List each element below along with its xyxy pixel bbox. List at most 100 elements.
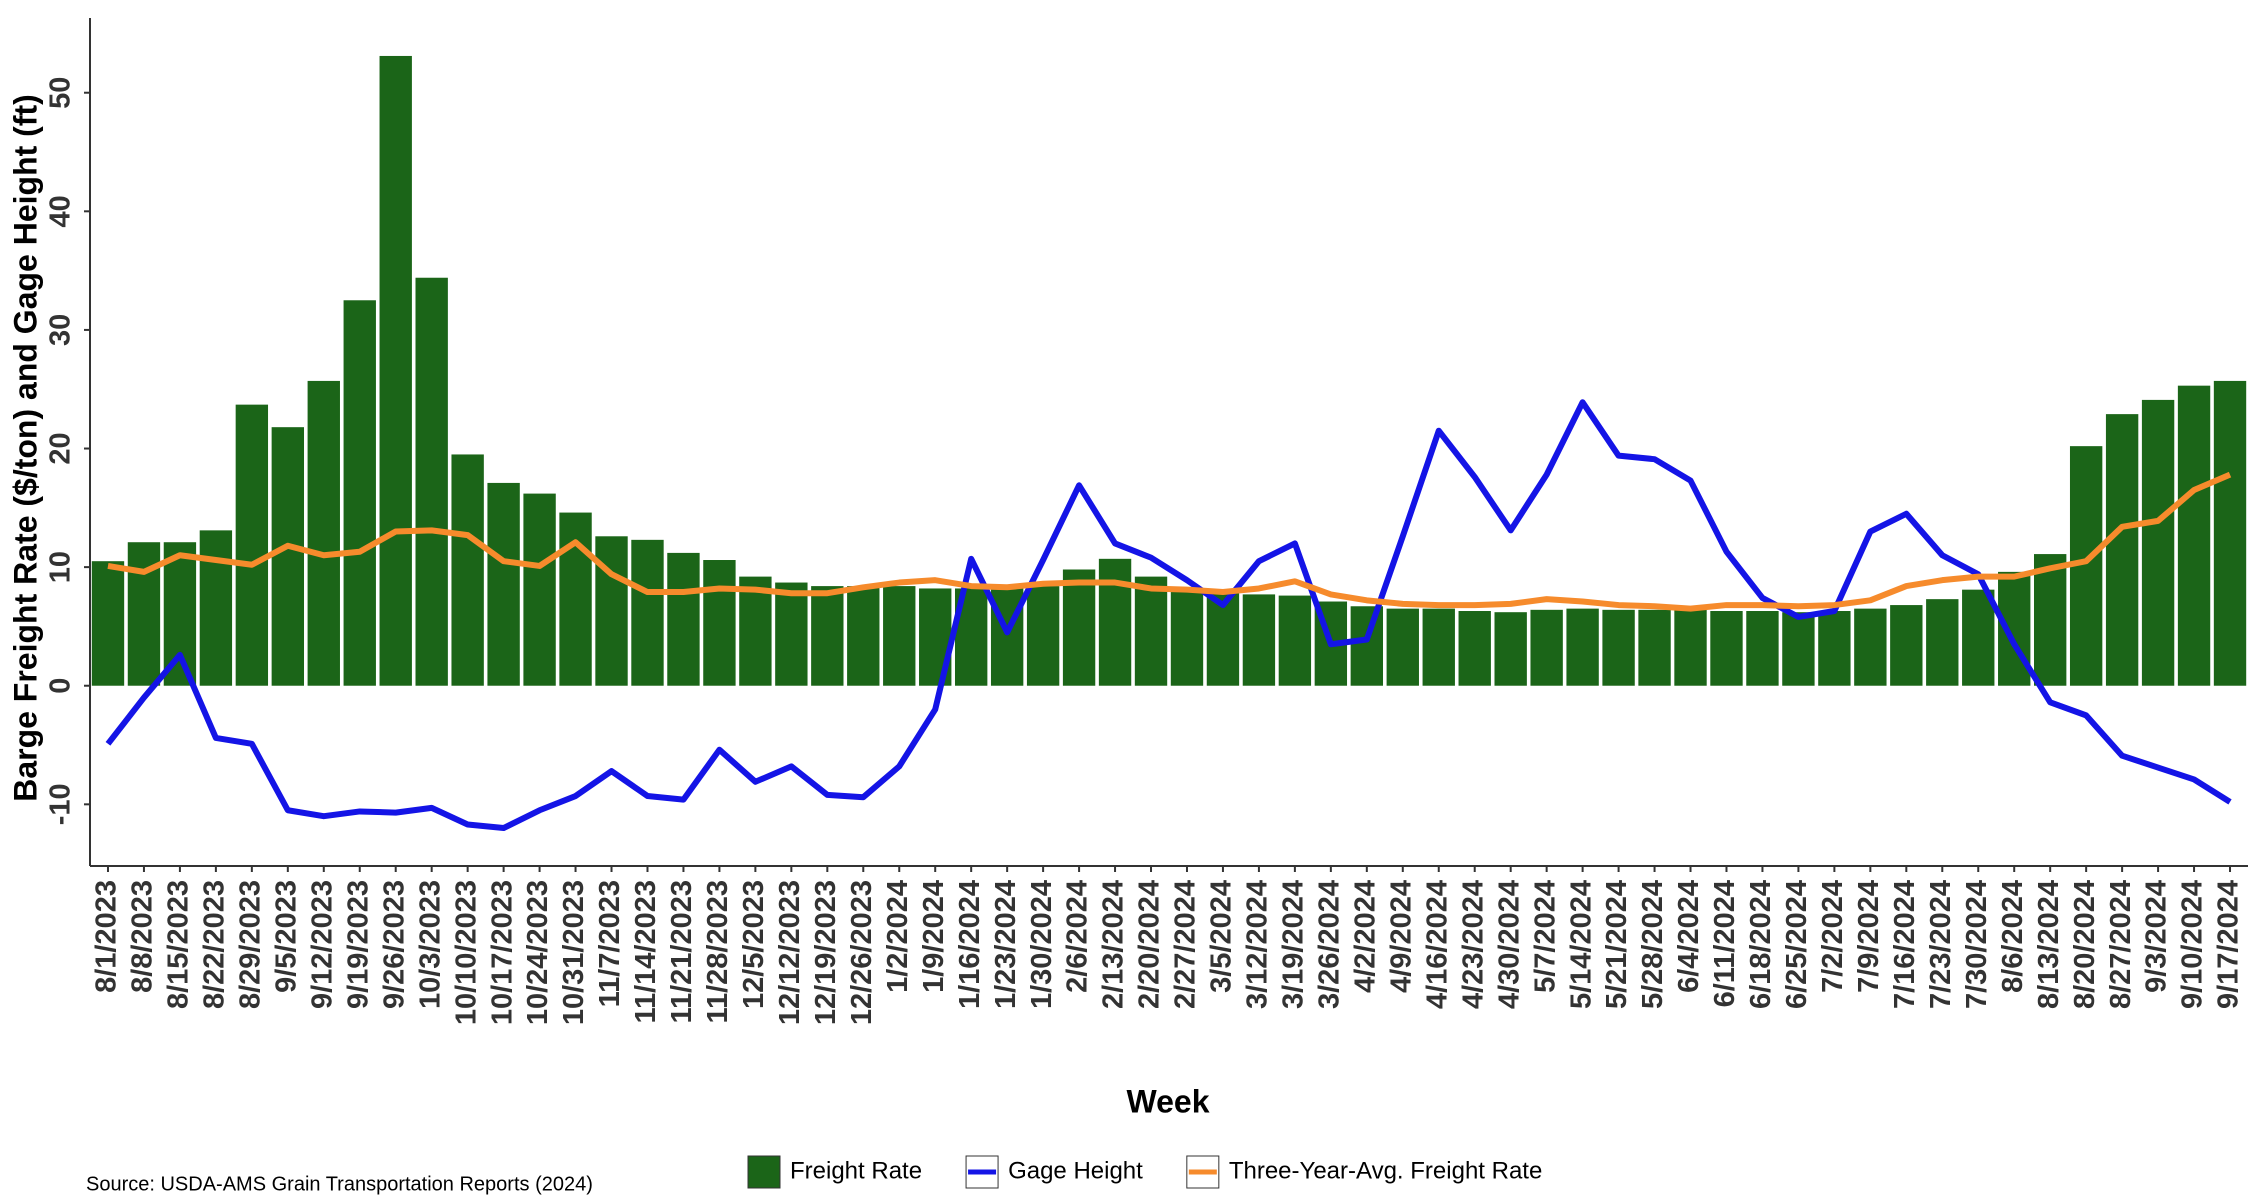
bar xyxy=(379,55,412,686)
bar xyxy=(1638,609,1671,686)
legend-label: Freight Rate xyxy=(790,1157,922,1184)
bar xyxy=(811,586,844,686)
bar xyxy=(1422,608,1455,686)
bar xyxy=(1746,611,1779,686)
x-tick-label: 2/27/2024 xyxy=(1170,880,1202,1009)
bar xyxy=(523,493,556,686)
bar xyxy=(1494,612,1527,686)
x-tick-label: 8/8/2023 xyxy=(127,880,159,993)
bar xyxy=(451,454,484,686)
legend-swatch xyxy=(747,1155,781,1189)
y-tick-label: 50 xyxy=(45,77,77,109)
x-tick-label: 10/3/2023 xyxy=(414,880,446,1009)
x-tick-label: 9/5/2023 xyxy=(270,880,302,993)
x-tick-label: 2/20/2024 xyxy=(1134,880,1166,1009)
x-tick-label: 7/16/2024 xyxy=(1889,880,1921,1009)
x-tick-label: 6/25/2024 xyxy=(1781,880,1813,1009)
x-tick-label: 10/17/2023 xyxy=(486,880,518,1025)
bar xyxy=(1854,608,1887,686)
bar xyxy=(1098,558,1132,686)
bar xyxy=(487,482,520,686)
bar xyxy=(1026,586,1060,686)
x-tick-label: 3/19/2024 xyxy=(1278,880,1310,1009)
bar xyxy=(1998,571,2031,686)
line xyxy=(105,399,2232,832)
y-axis-title: Barge Freight Rate ($/ton) and Gage Heig… xyxy=(7,94,43,802)
x-tick-label: 3/26/2024 xyxy=(1314,880,1346,1009)
x-tick-label: 7/2/2024 xyxy=(1817,880,1849,993)
legend-label: Gage Height xyxy=(1008,1157,1143,1184)
bar xyxy=(1566,608,1599,686)
x-tick-label: 12/19/2023 xyxy=(810,880,842,1025)
bar xyxy=(235,404,269,686)
legend-label: Three-Year-Avg. Freight Rate xyxy=(1229,1157,1543,1184)
x-tick-label: 4/30/2024 xyxy=(1493,880,1525,1009)
bar xyxy=(1206,593,1240,686)
bar xyxy=(1710,611,1743,686)
x-tick-label: 7/9/2024 xyxy=(1853,880,1885,993)
x-tick-label: 2/6/2024 xyxy=(1062,880,1094,993)
x-tick-label: 1/30/2024 xyxy=(1026,880,1058,1009)
bar xyxy=(883,586,916,686)
x-axis-title: Week xyxy=(1126,1083,1209,1119)
x-tick-label: 4/2/2024 xyxy=(1349,880,1381,993)
source-note: Source: USDA-AMS Grain Transportation Re… xyxy=(86,1173,593,1195)
x-tick-label: 2/13/2024 xyxy=(1098,880,1130,1009)
bar xyxy=(1602,609,1635,686)
bar xyxy=(631,539,664,686)
y-tick-label: 40 xyxy=(45,195,77,227)
bar xyxy=(2213,380,2247,686)
x-tick-label: 9/12/2023 xyxy=(306,880,338,1009)
bar xyxy=(739,576,772,686)
bar xyxy=(2105,414,2139,686)
x-tick-label: 11/28/2023 xyxy=(702,880,734,1024)
x-tick-label: 3/12/2024 xyxy=(1242,880,1274,1009)
bar xyxy=(1818,611,1851,686)
x-tick-label: 8/1/2023 xyxy=(91,880,123,993)
bar xyxy=(1458,611,1491,686)
y-tick-label: 30 xyxy=(45,314,77,346)
x-tick-label: 12/12/2023 xyxy=(774,880,806,1025)
bar xyxy=(559,512,592,686)
bar xyxy=(847,586,880,686)
bar xyxy=(1350,606,1384,686)
x-tick-label: 7/23/2024 xyxy=(1925,880,1957,1009)
x-tick-label: 11/7/2023 xyxy=(594,880,626,1007)
x-tick-label: 6/18/2024 xyxy=(1745,880,1777,1009)
bar xyxy=(1386,608,1419,686)
x-tick-label: 10/10/2023 xyxy=(450,880,482,1025)
x-tick-label: 9/17/2024 xyxy=(2213,880,2245,1009)
bar xyxy=(271,427,305,686)
bar xyxy=(1674,609,1707,686)
x-tick-label: 9/3/2024 xyxy=(2141,880,2173,993)
x-tick-label: 1/2/2024 xyxy=(882,880,914,993)
y-tick-label: 20 xyxy=(45,432,77,464)
x-tick-label: 1/23/2024 xyxy=(990,880,1022,1009)
bar xyxy=(775,582,808,686)
x-tick-label: 10/31/2023 xyxy=(558,880,590,1025)
bar xyxy=(307,380,340,686)
bar xyxy=(1134,576,1168,686)
x-tick-label: 4/16/2024 xyxy=(1421,880,1453,1009)
x-tick-label: 11/21/2023 xyxy=(666,880,698,1024)
x-tick-label: 6/4/2024 xyxy=(1673,880,1705,993)
x-tick-label: 12/26/2023 xyxy=(846,880,878,1025)
x-tick-label: 9/26/2023 xyxy=(378,880,410,1009)
bar xyxy=(1926,599,1959,686)
x-tick-label: 5/7/2024 xyxy=(1529,880,1561,993)
x-tick-label: 5/21/2024 xyxy=(1601,880,1633,1009)
x-tick-label: 7/30/2024 xyxy=(1961,880,1993,1009)
bar xyxy=(1062,569,1096,686)
bar xyxy=(415,277,448,686)
bar xyxy=(595,536,628,686)
y-tick-label: -10 xyxy=(45,783,77,825)
bar xyxy=(703,560,736,686)
bar xyxy=(343,300,376,686)
x-tick-label: 8/15/2023 xyxy=(163,880,195,1009)
x-tick-label: 5/14/2024 xyxy=(1565,880,1597,1009)
x-tick-label: 8/13/2024 xyxy=(2033,880,2065,1009)
x-tick-label: 3/5/2024 xyxy=(1206,880,1238,993)
bar xyxy=(667,552,700,686)
bar xyxy=(1530,609,1563,686)
